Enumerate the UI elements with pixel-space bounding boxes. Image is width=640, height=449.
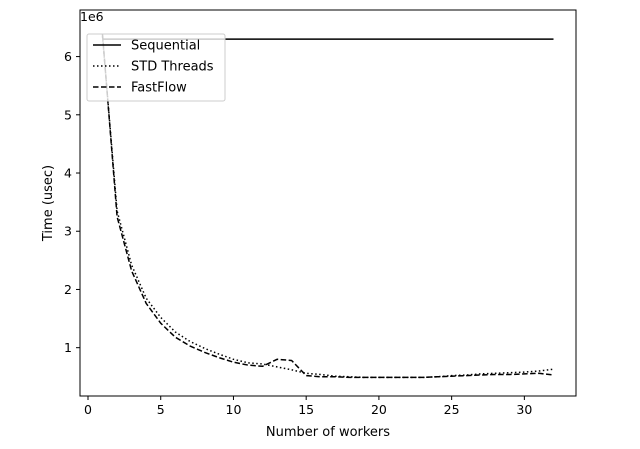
x-tick-label: 30 xyxy=(516,402,532,417)
y-tick-label: 6 xyxy=(64,49,72,64)
x-tick-label: 10 xyxy=(226,402,242,417)
y-tick-label: 5 xyxy=(64,107,72,122)
legend-label: FastFlow xyxy=(131,81,187,96)
legend: Sequential STD Threads FastFlow xyxy=(86,33,226,102)
y-axis-label: Time (usec) xyxy=(41,165,56,242)
series-fastflow-line xyxy=(101,34,554,379)
x-tick-label: 25 xyxy=(444,402,460,417)
x-tick-label: 20 xyxy=(371,402,387,417)
y-tick-label: 1 xyxy=(64,340,72,355)
y-axis-offset-label: 1e6 xyxy=(80,9,104,24)
y-tick-label: 2 xyxy=(64,282,72,297)
x-tick-label: 5 xyxy=(157,402,165,417)
y-axis-ticks: 1 2 3 4 5 6 xyxy=(64,49,80,355)
x-tick-label: 15 xyxy=(298,402,314,417)
y-tick-label: 3 xyxy=(64,224,72,239)
series-std-threads-line xyxy=(101,36,554,379)
legend-box xyxy=(86,33,226,102)
x-axis-ticks: 0 5 10 15 20 25 30 xyxy=(84,396,532,417)
x-axis-label: Number of workers xyxy=(266,425,390,440)
x-tick-label: 0 xyxy=(84,402,92,417)
legend-label: Sequential xyxy=(131,39,200,54)
legend-label: STD Threads xyxy=(131,60,214,75)
plot-frame xyxy=(79,9,577,397)
y-tick-label: 4 xyxy=(64,166,72,181)
